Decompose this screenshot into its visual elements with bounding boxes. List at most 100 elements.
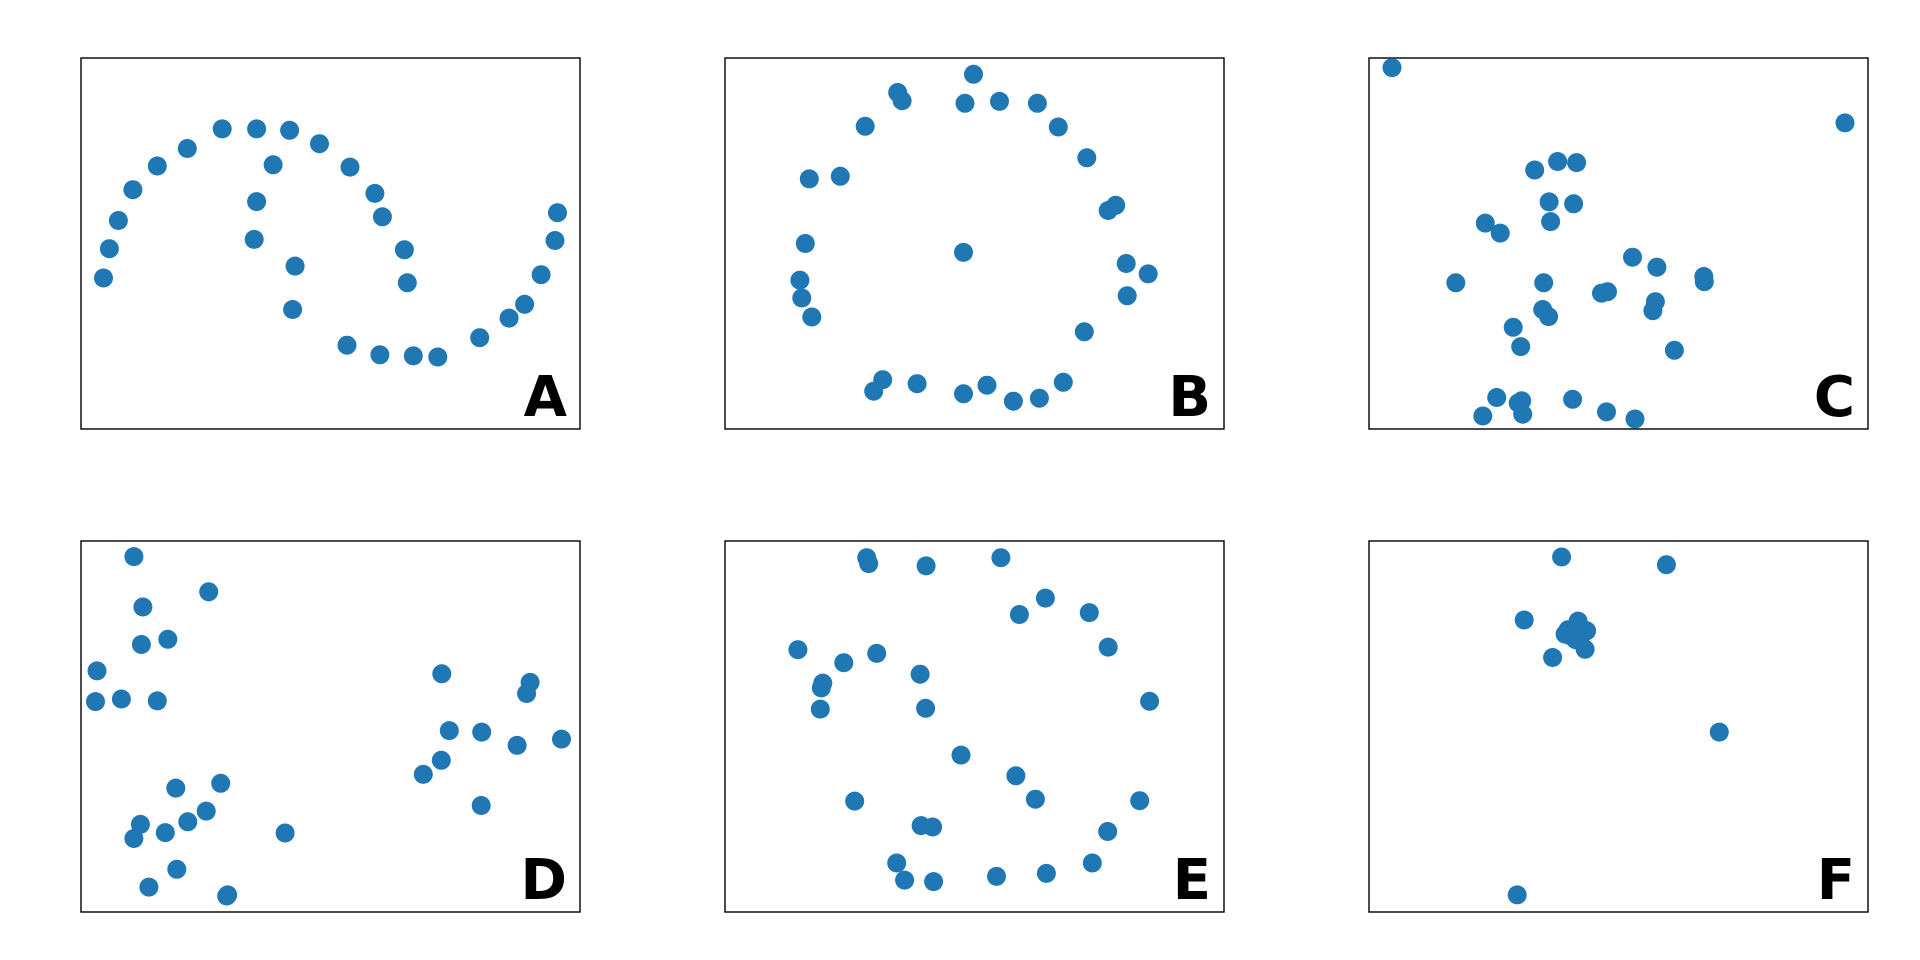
panel-c-point: [1511, 337, 1531, 357]
panel-c-point: [1835, 113, 1855, 133]
panel-d-point: [196, 801, 216, 821]
panel-f-points: [1507, 547, 1729, 905]
panel-c-point: [1567, 153, 1587, 173]
panel-e-point: [811, 678, 831, 698]
panel-c-point: [1597, 402, 1616, 422]
panel-f-label: F: [1817, 848, 1855, 913]
panel-c-point: [1513, 404, 1533, 424]
panel-c-point: [1539, 192, 1559, 212]
panel-a-point: [280, 120, 300, 140]
panel-b-point: [855, 116, 875, 136]
panel-e-point: [951, 745, 971, 765]
panel-a-point: [99, 239, 119, 259]
panel-e-point: [895, 870, 915, 890]
panel-c-point: [1473, 406, 1493, 426]
panel-c-point: [1548, 152, 1568, 171]
panel-c-point: [1541, 212, 1561, 232]
panel-c-point: [1643, 301, 1663, 321]
panel-d-point: [413, 764, 433, 784]
panel-a-point: [285, 256, 305, 276]
panel-a-point: [397, 273, 417, 293]
panel-f-point: [1514, 610, 1534, 630]
panel-d-point: [166, 778, 186, 798]
panel-e-point: [924, 872, 944, 892]
panel-b-point: [1048, 117, 1068, 137]
panel-d-points: [86, 547, 571, 906]
panel-f-point: [1552, 547, 1572, 567]
panel-a-point: [244, 229, 264, 249]
panel-c-point: [1564, 194, 1584, 214]
panel-d-point: [147, 691, 167, 711]
panel-e-point: [1098, 637, 1118, 657]
panel-e-point: [1082, 853, 1102, 873]
panel-b-point: [830, 166, 850, 186]
panel-e-point: [1035, 588, 1055, 608]
panel-a-point: [212, 119, 232, 139]
panel-d-frame: [80, 540, 581, 913]
panel-f-point: [1507, 885, 1527, 905]
panel-d-point: [131, 635, 151, 654]
panel-e-point: [1006, 766, 1026, 786]
panel-e-point: [916, 556, 936, 576]
panel-f-point: [1575, 639, 1595, 659]
panel-d-point: [431, 750, 451, 770]
panel-c-point: [1563, 389, 1583, 409]
panel-c-point: [1664, 340, 1684, 360]
panel-b-label: B: [1168, 365, 1211, 430]
panel-a-point: [247, 192, 267, 212]
panel-b-point: [792, 288, 812, 308]
panel-b-point: [799, 169, 819, 189]
panel-c-point: [1598, 282, 1617, 302]
panel-f-frame: [1368, 540, 1869, 913]
panel-a-point: [403, 346, 423, 366]
panel-b-points: [790, 64, 1158, 411]
panel-e-point: [788, 640, 808, 660]
panel-c-point: [1475, 213, 1495, 233]
panel-a-point: [310, 134, 329, 154]
panel-a-frame: [80, 57, 581, 430]
panel-b: B: [724, 57, 1225, 430]
panel-a-point: [177, 139, 197, 158]
panel-b-point: [1138, 264, 1158, 284]
panel-e-point: [834, 653, 854, 673]
panel-e-point: [1036, 863, 1056, 883]
panel-d-point: [471, 796, 491, 815]
panel-d-point: [517, 684, 537, 703]
panel-c: C: [1368, 57, 1869, 430]
panel-a-point: [123, 180, 143, 200]
panel-d: D: [80, 540, 581, 913]
panel-e-points: [788, 548, 1160, 892]
panel-e-point: [916, 698, 936, 718]
panel-e-point: [1130, 791, 1150, 811]
panel-f-point: [1709, 722, 1729, 742]
panel-a-point: [548, 203, 567, 223]
panel-c-points: [1382, 58, 1855, 429]
panel-e-point: [1079, 603, 1099, 623]
panel-e-point: [867, 643, 887, 663]
panel-a-label: A: [524, 365, 568, 430]
panel-c-point: [1694, 272, 1714, 292]
panel-e-point: [1009, 605, 1029, 624]
panel-a-point: [283, 300, 303, 319]
panel-c-point: [1647, 257, 1667, 277]
panel-c-label: C: [1814, 365, 1855, 430]
panel-a-point: [370, 345, 390, 365]
panel-c-point: [1503, 317, 1523, 337]
panel-b-point: [954, 242, 973, 262]
panel-a-point: [394, 240, 414, 260]
panel-b-point: [1074, 322, 1094, 342]
panel-b-point: [1053, 372, 1073, 392]
panel-d-point: [139, 877, 159, 897]
panel-d-point: [211, 773, 231, 793]
panel-a-point: [263, 155, 283, 175]
panel-d-point: [124, 547, 144, 567]
panel-b-point: [1106, 195, 1126, 215]
panel-a-point: [470, 328, 490, 348]
panel-e-point: [810, 699, 830, 719]
panel-d-point: [133, 597, 153, 617]
panel-f: F: [1368, 540, 1869, 913]
panel-b-point: [955, 93, 975, 113]
panel-a-point: [108, 211, 128, 230]
panel-d-point: [217, 886, 237, 906]
